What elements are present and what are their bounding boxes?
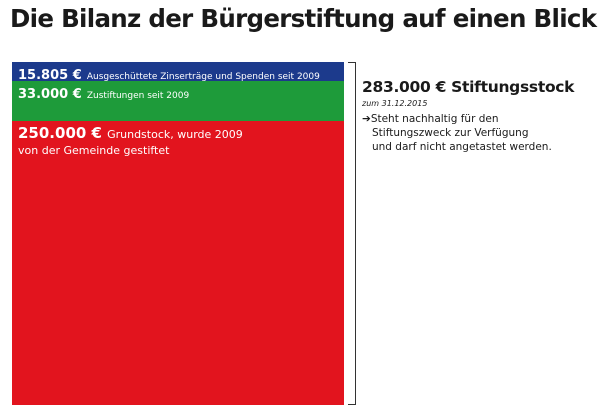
chart-title: Die Bilanz der Bürgerstiftung auf einen … [10, 4, 597, 33]
note-line-3: und darf nicht angetastet werden. [372, 141, 552, 153]
segment-label: Zustiftungen seit 2009 [86, 91, 190, 102]
stacked-bar-chart: 15.805 € Ausgeschüttete Zinserträge und … [12, 62, 344, 405]
bar-segment-grundstock: 250.000 € Grundstock, wurde 2009 von der… [12, 121, 344, 405]
total-note: ➔Steht nachhaltig für den Stiftungszweck… [362, 112, 592, 154]
segment-label: Grundstock, wurde 2009 [107, 128, 243, 142]
segment-label: Ausgeschüttete Zinserträge und Spenden s… [86, 72, 320, 82]
segment-amount: 250.000 € [18, 124, 102, 143]
total-bracket [348, 62, 356, 405]
arrow-icon: ➔ [362, 113, 371, 125]
note-line-2: Stiftungszweck zur Verfügung [372, 127, 529, 139]
bar-segment-ausschuettungen: 15.805 € Ausgeschüttete Zinserträge und … [12, 62, 344, 82]
note-line-1: Steht nachhaltig für den [370, 113, 499, 125]
segment-amount: 33.000 € [18, 87, 82, 103]
total-date: zum 31.12.2015 [362, 99, 428, 108]
segment-amount: 15.805 € [18, 68, 82, 82]
bar-segment-zustiftungen: 33.000 € Zustiftungen seit 2009 [12, 81, 344, 122]
segment-label-line-2: von der Gemeinde gestiftet [18, 144, 170, 158]
total-amount: 283.000 € Stiftungsstock [362, 78, 575, 96]
